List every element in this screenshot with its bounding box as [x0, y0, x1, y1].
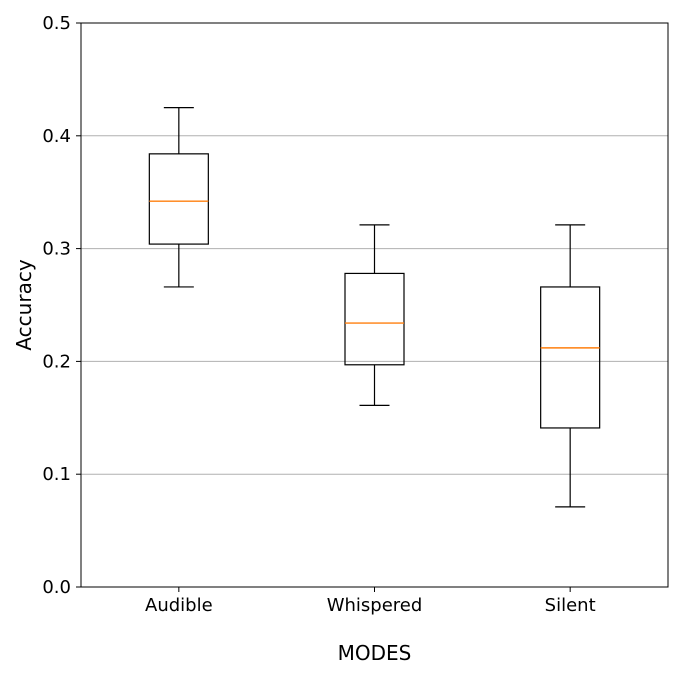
- grid-lines: [81, 135, 668, 475]
- axis-ticks: 0.0 0.1 0.2 0.3 0.4 0.5 Audible Whispered Silent: [42, 13, 595, 616]
- x-tick-label: Audible: [145, 595, 213, 616]
- x-tick-label: Whispered: [327, 595, 423, 616]
- y-tick-label: 0.4: [42, 126, 71, 147]
- y-tick-label: 0.0: [42, 577, 71, 598]
- box-whispered: [344, 224, 405, 406]
- x-tick-label: Silent: [545, 595, 596, 616]
- y-tick-label: 0.2: [42, 351, 71, 372]
- box-silent: [540, 224, 601, 508]
- x-axis-label: MODES: [338, 641, 412, 665]
- boxes: [148, 106, 601, 508]
- y-axis-label: Accuracy: [12, 259, 36, 350]
- iqr-box: [344, 272, 405, 366]
- box-audible: [148, 106, 209, 288]
- iqr-box: [148, 153, 209, 245]
- y-tick-label: 0.1: [42, 464, 71, 485]
- y-tick-label: 0.3: [42, 239, 71, 260]
- iqr-box: [540, 286, 601, 429]
- y-tick-label: 0.5: [42, 13, 71, 34]
